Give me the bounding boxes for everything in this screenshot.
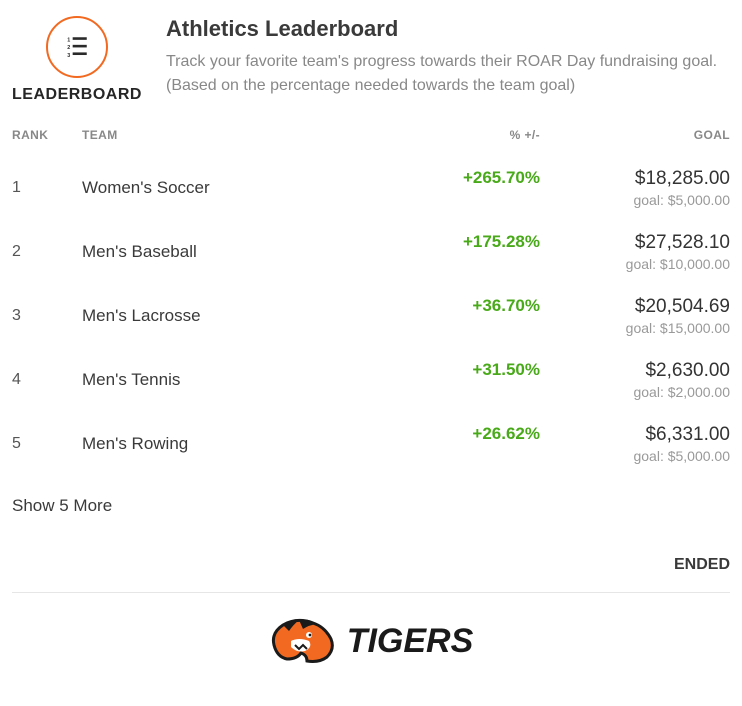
col-header-team: TEAM [82,128,370,142]
page-subtitle: Track your favorite team's progress towa… [166,50,730,98]
col-header-pct: % +/- [370,128,540,142]
cell-team: Men's Lacrosse [82,306,370,326]
cell-goal: $2,630.00 goal: $2,000.00 [540,360,730,400]
leaderboard-icon: 1 2 3 [46,16,108,78]
cell-goal: $20,504.69 goal: $15,000.00 [540,296,730,336]
cell-goal-sub: goal: $10,000.00 [626,256,730,272]
cell-raised: $2,630.00 [645,360,730,382]
tigers-wordmark: TIGERS [347,622,474,661]
cell-team: Men's Baseball [82,242,370,262]
cell-raised: $27,528.10 [635,232,730,254]
cell-pct: +36.70% [370,296,540,316]
cell-rank: 2 [12,243,82,261]
table-row: 2 Men's Baseball +175.28% $27,528.10 goa… [12,220,730,284]
table-header: RANK TEAM % +/- GOAL [12,122,730,156]
cell-team: Women's Soccer [82,178,370,198]
table-row: 3 Men's Lacrosse +36.70% $20,504.69 goal… [12,284,730,348]
cell-goal-sub: goal: $5,000.00 [633,192,730,208]
cell-pct: +26.62% [370,424,540,444]
cell-goal-sub: goal: $2,000.00 [633,384,730,400]
cell-goal: $6,331.00 goal: $5,000.00 [540,424,730,464]
col-header-rank: RANK [12,128,82,142]
cell-goal-sub: goal: $15,000.00 [626,320,730,336]
col-header-goal: GOAL [540,128,730,142]
show-more-button[interactable]: Show 5 More [12,496,730,516]
header: 1 2 3 LEADERBOARD Athletics Leaderboard … [12,16,730,104]
page-title: Athletics Leaderboard [166,16,730,42]
tiger-icon [269,615,339,667]
status-badge: ENDED [12,556,730,574]
cell-raised: $20,504.69 [635,296,730,318]
cell-team: Men's Rowing [82,434,370,454]
cell-rank: 3 [12,307,82,325]
table-row: 4 Men's Tennis +31.50% $2,630.00 goal: $… [12,348,730,412]
leaderboard-badge: 1 2 3 LEADERBOARD [12,16,142,104]
cell-team: Men's Tennis [82,370,370,390]
footer-logo: TIGERS [12,615,730,667]
table-row: 1 Women's Soccer +265.70% $18,285.00 goa… [12,156,730,220]
cell-goal: $18,285.00 goal: $5,000.00 [540,168,730,208]
cell-pct: +265.70% [370,168,540,188]
cell-pct: +31.50% [370,360,540,380]
svg-text:1: 1 [67,38,70,44]
divider [12,592,730,593]
header-text: Athletics Leaderboard Track your favorit… [166,16,730,98]
cell-rank: 4 [12,371,82,389]
cell-rank: 5 [12,435,82,453]
cell-raised: $6,331.00 [645,424,730,446]
cell-goal: $27,528.10 goal: $10,000.00 [540,232,730,272]
cell-rank: 1 [12,179,82,197]
leaderboard-badge-label: LEADERBOARD [12,86,142,104]
cell-pct: +175.28% [370,232,540,252]
cell-goal-sub: goal: $5,000.00 [633,448,730,464]
cell-raised: $18,285.00 [635,168,730,190]
svg-text:2: 2 [67,45,70,51]
table-row: 5 Men's Rowing +26.62% $6,331.00 goal: $… [12,412,730,476]
svg-text:3: 3 [67,53,70,59]
leaderboard-table: RANK TEAM % +/- GOAL 1 Women's Soccer +2… [12,122,730,476]
